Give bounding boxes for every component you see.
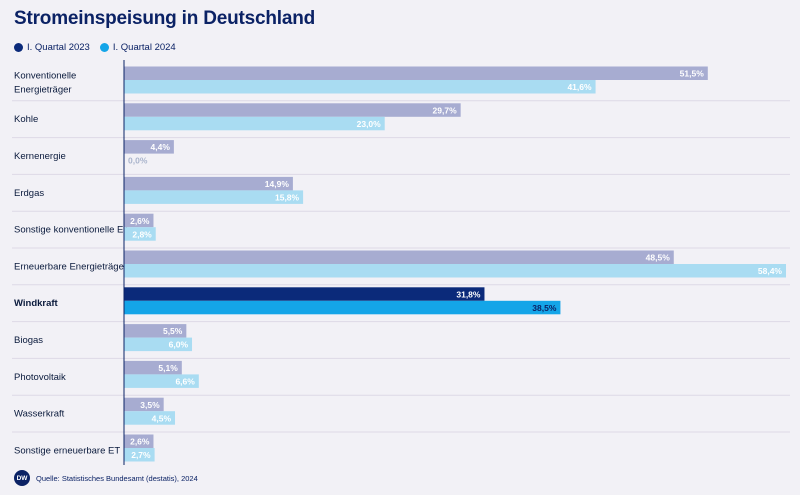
legend: I. Quartal 2023 I. Quartal 2024 (14, 42, 176, 53)
value-label-2023: 5,1% (158, 363, 178, 373)
category-label: Erneuerbare Energieträger (14, 261, 127, 272)
value-label-2024: 41,6% (567, 82, 592, 92)
dw-logo: DW (14, 470, 30, 486)
bar-2023 (124, 103, 461, 117)
legend-item-2024: I. Quartal 2024 (99, 42, 176, 53)
chart-title: Stromeinspeisung in Deutschland (14, 8, 316, 29)
category-label: Windkraft (14, 298, 59, 309)
bar-2024 (124, 116, 385, 131)
category-label: Erdgas (14, 188, 44, 199)
bar-2024 (124, 190, 304, 204)
bar-2024 (124, 374, 199, 388)
bar-2023 (124, 176, 293, 191)
category-label: Biogas (14, 335, 43, 346)
category-label: Photovoltaik (14, 372, 66, 383)
value-label-2023: 31,8% (456, 289, 481, 299)
value-label-2024: 2,7% (131, 450, 151, 460)
value-label-2024: 6,0% (169, 340, 189, 350)
legend-label-2023: I. Quartal 2023 (27, 42, 90, 53)
value-label-2024: 23,0% (357, 119, 382, 129)
value-label-2024: 38,5% (532, 303, 557, 313)
value-label-2023: 29,7% (433, 105, 458, 115)
value-label-2023: 2,6% (130, 437, 150, 447)
category-label: Kernenergie (14, 151, 66, 162)
value-label-2024: 6,6% (175, 376, 195, 386)
value-label-2024: 2,8% (132, 229, 152, 239)
bar-2024 (124, 80, 596, 94)
category-label: Konventionelle (14, 70, 76, 81)
bar-2023 (124, 397, 164, 412)
value-label-2023: 48,5% (646, 253, 671, 263)
legend-dot-2023 (14, 43, 23, 52)
bar-2023 (124, 360, 182, 375)
bar-2024 (124, 337, 193, 352)
category-label: Kohle (14, 114, 38, 125)
bar-2024 (124, 300, 561, 315)
bar-2024 (124, 448, 155, 462)
category-label: Sonstige konventionelle ET (14, 225, 129, 236)
bar-2023 (124, 140, 174, 154)
category-label: Sonstige erneuerbare ET (14, 445, 120, 456)
value-label-2024: 0,0% (128, 156, 148, 166)
category-label: Energieträger (14, 84, 72, 95)
bar-2023 (124, 287, 485, 301)
value-label-2024: 4,5% (152, 413, 172, 423)
legend-label-2024: I. Quartal 2024 (112, 42, 176, 53)
value-label-2023: 5,5% (163, 326, 183, 336)
legend-item-2023: I. Quartal 2023 (14, 42, 90, 53)
value-label-2024: 15,8% (275, 192, 300, 202)
bar-2023 (124, 66, 708, 80)
bar-2024 (124, 264, 786, 278)
bar-2024 (124, 227, 156, 241)
value-label-2023: 2,6% (130, 216, 150, 226)
value-label-2024: 58,4% (758, 266, 783, 276)
bar-2023 (124, 434, 154, 448)
footer: DW Quelle: Statistisches Bundesamt (dest… (14, 470, 198, 486)
value-label-2023: 14,9% (265, 179, 290, 189)
bar-2023 (124, 250, 674, 264)
bar-2023 (124, 324, 187, 338)
source-text: Quelle: Statistisches Bundesamt (destati… (36, 473, 198, 483)
legend-dot-2024 (99, 43, 109, 52)
category-label: Wasserkraft (14, 409, 65, 420)
bar-2023 (124, 213, 154, 228)
bar-2024 (124, 411, 176, 425)
value-label-2023: 51,5% (680, 69, 705, 79)
bar-chart: Konventionelle Energieträger 51,5% 41,6% Koh… (12, 60, 790, 465)
value-label-2023: 3,5% (140, 400, 160, 410)
value-label-2023: 4,4% (151, 142, 171, 152)
